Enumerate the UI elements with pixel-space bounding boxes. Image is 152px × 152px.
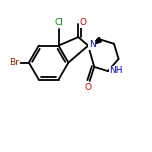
Polygon shape [88, 37, 101, 46]
Text: Br: Br [9, 58, 19, 67]
Text: NH: NH [110, 66, 123, 75]
Text: Cl: Cl [54, 18, 63, 27]
Text: O: O [80, 18, 87, 27]
Text: O: O [85, 83, 92, 92]
Text: N: N [89, 40, 96, 49]
